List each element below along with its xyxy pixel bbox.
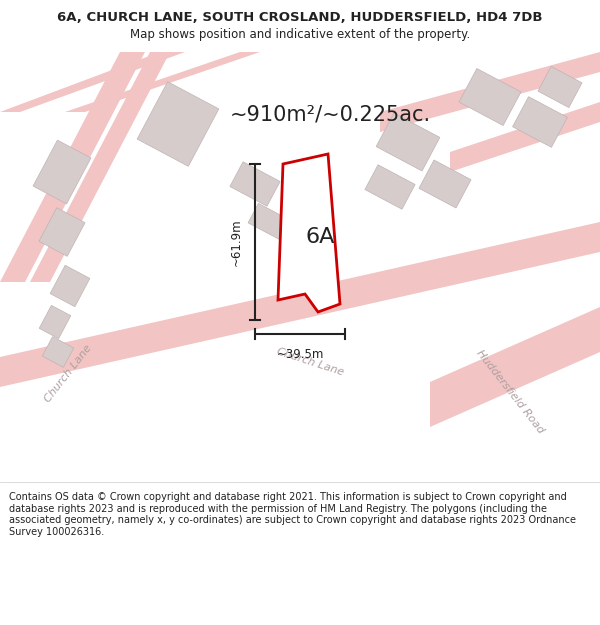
- Polygon shape: [30, 52, 170, 282]
- Polygon shape: [278, 154, 340, 312]
- Polygon shape: [419, 160, 471, 208]
- Text: Map shows position and indicative extent of the property.: Map shows position and indicative extent…: [130, 28, 470, 41]
- Polygon shape: [230, 162, 280, 206]
- Polygon shape: [137, 82, 219, 166]
- Polygon shape: [512, 97, 568, 148]
- Text: 6A: 6A: [305, 227, 335, 247]
- Text: Huddersfield Road: Huddersfield Road: [475, 348, 545, 436]
- Polygon shape: [33, 140, 91, 204]
- Text: Contains OS data © Crown copyright and database right 2021. This information is : Contains OS data © Crown copyright and d…: [9, 492, 576, 537]
- Polygon shape: [450, 102, 600, 172]
- Polygon shape: [0, 52, 185, 112]
- Polygon shape: [0, 52, 145, 282]
- Text: ~61.9m: ~61.9m: [230, 218, 243, 266]
- Polygon shape: [65, 52, 260, 112]
- Polygon shape: [0, 222, 600, 387]
- Text: Church Lane: Church Lane: [43, 343, 94, 404]
- Text: Church Lane: Church Lane: [275, 346, 345, 378]
- Polygon shape: [430, 307, 600, 427]
- Polygon shape: [376, 113, 440, 171]
- Text: 6A, CHURCH LANE, SOUTH CROSLAND, HUDDERSFIELD, HD4 7DB: 6A, CHURCH LANE, SOUTH CROSLAND, HUDDERS…: [57, 11, 543, 24]
- Polygon shape: [39, 306, 71, 339]
- Polygon shape: [365, 165, 415, 209]
- Polygon shape: [50, 265, 90, 307]
- Polygon shape: [248, 203, 292, 241]
- Polygon shape: [42, 337, 74, 367]
- Text: ~910m²/~0.225ac.: ~910m²/~0.225ac.: [230, 104, 431, 124]
- Polygon shape: [380, 52, 600, 132]
- Polygon shape: [39, 208, 85, 256]
- Polygon shape: [538, 66, 582, 108]
- Text: ~39.5m: ~39.5m: [277, 348, 323, 361]
- Polygon shape: [459, 69, 521, 126]
